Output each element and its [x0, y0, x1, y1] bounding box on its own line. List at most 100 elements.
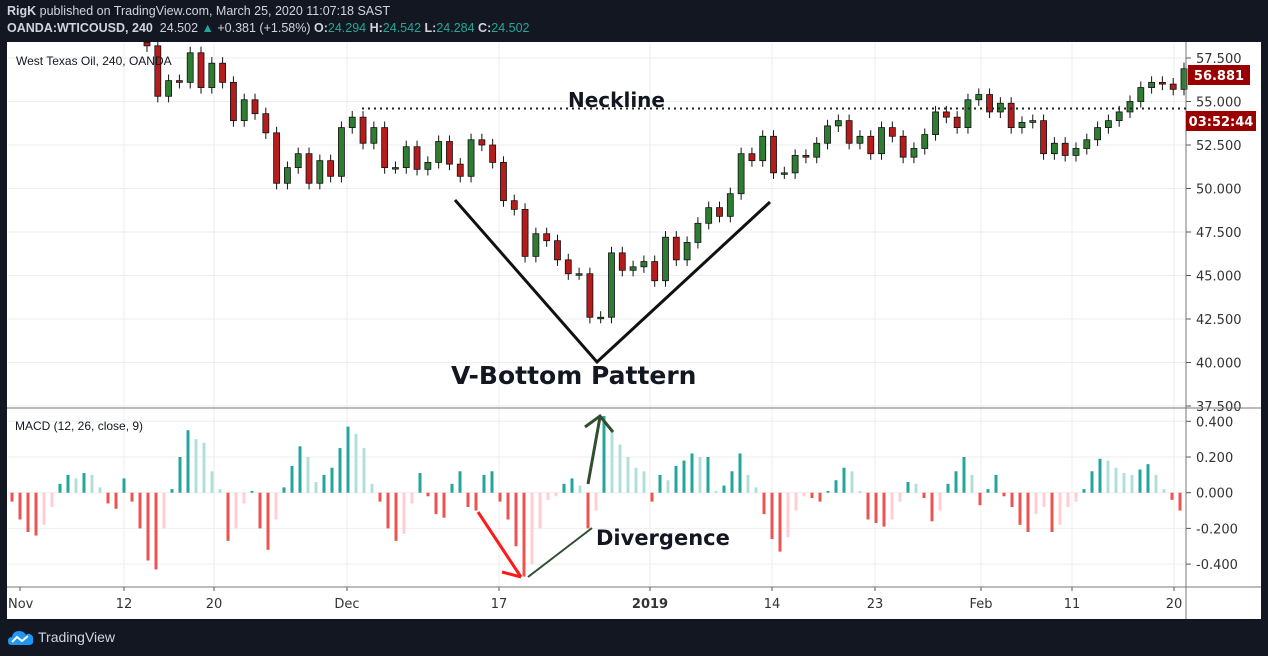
candle-body [737, 153, 745, 195]
candle-body [1180, 68, 1188, 90]
macd-bar [1146, 464, 1150, 493]
macd-bar [770, 492, 774, 540]
macd-bar [106, 492, 110, 504]
price-tick-label: 42.500 [1196, 313, 1242, 328]
macd-bar [530, 492, 534, 565]
candle-body [1018, 121, 1026, 128]
time-tick-label: 23 [867, 597, 884, 612]
up-triangle-icon: ▲ [201, 21, 214, 35]
price-tick-label: 45.000 [1196, 270, 1242, 285]
macd-bar [618, 444, 622, 493]
candle-body [964, 99, 972, 129]
macd-bar [1122, 473, 1126, 493]
candle-body [878, 127, 885, 155]
macd-bar [1026, 492, 1030, 532]
candle-body [705, 207, 713, 224]
macd-bar [986, 489, 990, 493]
candle-body [284, 167, 291, 184]
macd-bar [402, 492, 406, 534]
macd-bar [306, 457, 310, 493]
macd-bar [722, 485, 726, 493]
macd-bar [506, 492, 510, 520]
candle-body [543, 233, 551, 242]
macd-bar [418, 473, 422, 493]
candle-body [413, 146, 421, 170]
countdown-box [1186, 111, 1256, 131]
macd-bar [642, 471, 646, 493]
macd-bar [1114, 467, 1118, 493]
candle-body [348, 116, 356, 129]
macd-bar [954, 471, 958, 493]
v-bottom-lines [453, 199, 772, 365]
macd-bar [498, 492, 502, 502]
macd-pane-title: MACD (12, 26, close, 9) [15, 419, 143, 433]
macd-bar [738, 453, 742, 493]
green-divergence-arrow [586, 416, 602, 485]
candle-body [165, 80, 173, 97]
candle-body [1061, 142, 1069, 156]
candle-body [802, 155, 810, 158]
macd-bar [778, 492, 782, 552]
divergence-label: Divergence [596, 526, 730, 550]
macd-bar [866, 492, 870, 520]
price-tick-label: 52.500 [1196, 139, 1242, 154]
macd-bar [18, 492, 22, 520]
candle-body [575, 273, 583, 276]
candle-body [370, 127, 378, 144]
macd-bar [1002, 492, 1006, 497]
candle-body [1029, 120, 1037, 123]
macd-bar [434, 492, 438, 515]
last-price: 24.502 [159, 21, 199, 35]
macd-bar [186, 430, 190, 493]
candle-body [478, 139, 486, 146]
macd-bar [66, 474, 70, 493]
price-tick-label: 40.000 [1196, 357, 1242, 372]
macd-bar [314, 481, 318, 493]
time-tick-label: 17 [491, 597, 508, 612]
macd-bar [242, 492, 246, 504]
candle-body [770, 135, 777, 174]
publisher-name[interactable]: RigK [7, 4, 37, 18]
candle-body [564, 259, 572, 275]
tradingview-logo[interactable]: TradingView [8, 628, 115, 646]
macd-bar [610, 430, 614, 493]
macd-bar [826, 490, 830, 493]
macd-bar [802, 492, 806, 497]
macd-bar [626, 457, 630, 493]
macd-bar [426, 492, 430, 497]
price-tick-label: 55.000 [1196, 96, 1242, 111]
macd-bar [546, 492, 550, 500]
macd-bar [970, 474, 974, 493]
candle-body [208, 62, 216, 88]
macd-bar [810, 492, 814, 499]
macd-bar [1034, 492, 1038, 515]
macd-bar [466, 492, 470, 507]
macd-bar [930, 492, 934, 522]
candle-body [888, 127, 896, 137]
symbol-label: OANDA:WTICOUSD, 240 [7, 21, 153, 35]
candle-body [251, 99, 259, 115]
symbol-info: OANDA:WTICOUSD, 240 24.502 ▲ +0.381 (+1.… [7, 21, 529, 35]
candle-body [424, 161, 432, 170]
candle-body [230, 81, 237, 122]
price-change: +0.381 (+1.58%) [217, 21, 311, 35]
candle-body [856, 135, 864, 144]
macd-bar [258, 492, 262, 529]
high-value: 24.542 [382, 21, 422, 35]
macd-bar [794, 492, 798, 511]
macd-bar [1074, 492, 1078, 502]
macd-bar [138, 492, 142, 529]
macd-bar [114, 492, 118, 509]
macd-bar [762, 492, 766, 515]
green-divergence-line [527, 527, 593, 578]
macd-bar [1106, 460, 1110, 493]
candle-body [381, 127, 389, 169]
low-value: 24.284 [436, 21, 475, 35]
macd-bar [410, 492, 414, 504]
price-candles [143, 41, 1188, 324]
candle-body [824, 125, 831, 144]
macd-tick-label: -0.200 [1196, 522, 1238, 537]
macd-bar [322, 474, 326, 493]
macd-bar [458, 471, 462, 493]
